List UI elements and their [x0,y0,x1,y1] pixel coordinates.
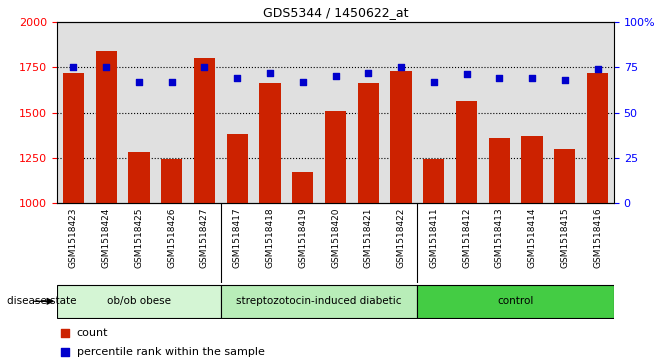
Bar [488,138,510,203]
Text: GSM1518411: GSM1518411 [429,207,438,268]
Point [264,70,275,76]
Point [166,79,177,85]
Bar [128,152,150,203]
Text: GSM1518413: GSM1518413 [495,207,504,268]
Text: GSM1518419: GSM1518419 [298,207,307,268]
Bar [521,136,543,203]
Bar [227,134,248,203]
FancyBboxPatch shape [417,285,614,318]
Bar [391,71,412,203]
Point [406,239,417,245]
Point [396,64,407,70]
Bar [456,101,477,203]
Text: GSM1518412: GSM1518412 [462,207,471,268]
Bar [554,149,576,203]
Bar [95,51,117,203]
Point [461,72,472,77]
Text: GSM1518423: GSM1518423 [69,207,78,268]
Text: GSM1518418: GSM1518418 [266,207,274,268]
Text: GSM1518416: GSM1518416 [593,207,602,268]
Point [68,64,79,70]
Text: GSM1518421: GSM1518421 [364,207,373,268]
Bar [194,58,215,203]
Text: streptozotocin-induced diabetic: streptozotocin-induced diabetic [236,296,402,306]
Text: GSM1518426: GSM1518426 [167,207,176,268]
Bar [63,73,84,203]
Text: GSM1518415: GSM1518415 [560,207,569,268]
Text: percentile rank within the sample: percentile rank within the sample [76,347,264,357]
Point [101,64,111,70]
Point [134,79,144,85]
Point [199,64,210,70]
Bar [423,159,444,203]
Text: GSM1518422: GSM1518422 [397,207,405,268]
Point [527,75,537,81]
Text: GSM1518420: GSM1518420 [331,207,340,268]
Text: GSM1518414: GSM1518414 [527,207,537,268]
Text: control: control [497,296,534,306]
Text: GSM1518417: GSM1518417 [233,207,242,268]
Text: disease state: disease state [7,296,76,306]
Bar [325,111,346,203]
Title: GDS5344 / 1450622_at: GDS5344 / 1450622_at [263,6,408,19]
Point [560,77,570,83]
Text: GSM1518427: GSM1518427 [200,207,209,268]
Point [406,61,417,67]
Bar [587,73,608,203]
Text: count: count [76,327,108,338]
Point [592,66,603,72]
Point [297,79,308,85]
Bar [358,83,379,203]
Point [232,75,243,81]
Text: GSM1518424: GSM1518424 [102,207,111,268]
FancyBboxPatch shape [57,285,221,318]
Bar [259,83,280,203]
Point [363,70,374,76]
Bar [161,159,183,203]
FancyBboxPatch shape [221,285,417,318]
Text: GSM1518425: GSM1518425 [134,207,144,268]
Point [330,73,341,79]
Bar [292,172,313,203]
Text: ob/ob obese: ob/ob obese [107,296,171,306]
Point [428,79,439,85]
Point [494,75,505,81]
